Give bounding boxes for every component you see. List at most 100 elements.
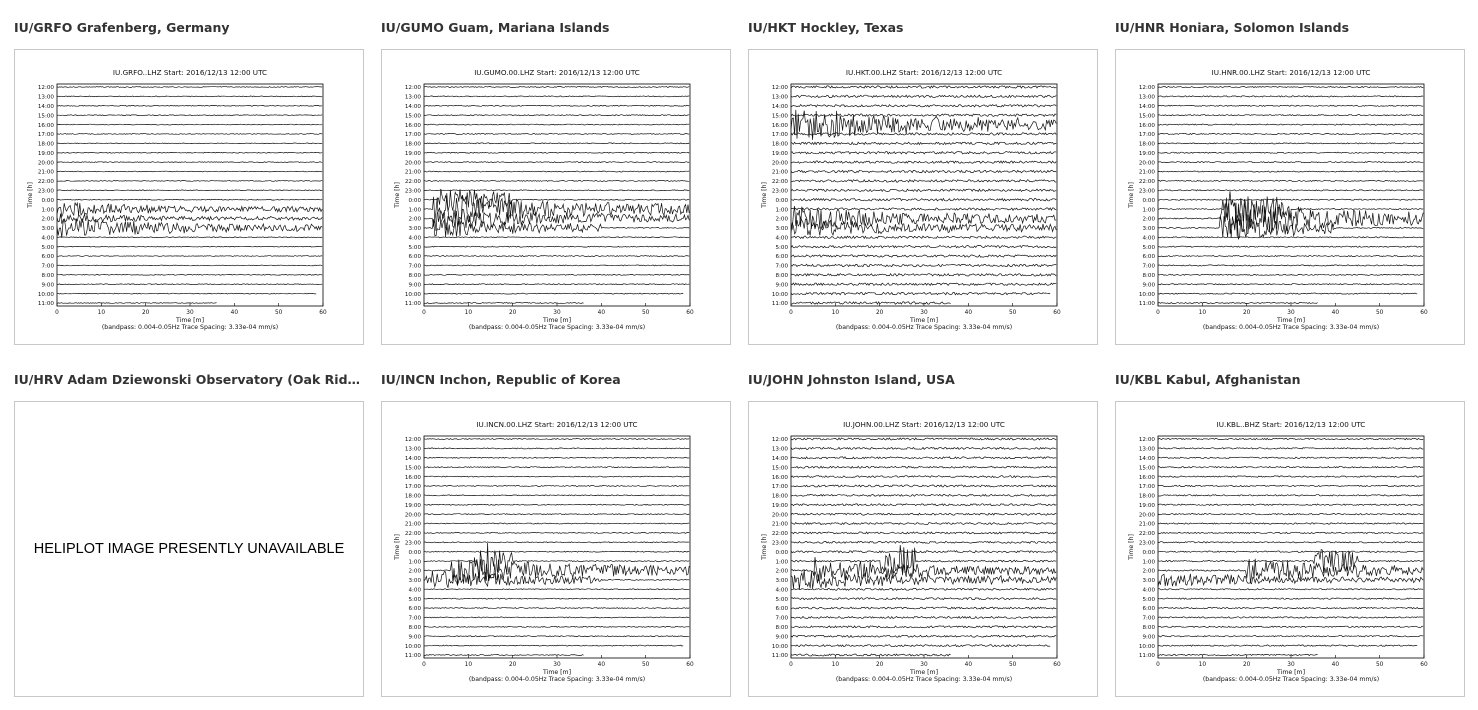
station-title[interactable]: IU/HRV Adam Dziewonski Observatory (Oak … [14, 372, 364, 387]
y-tick-label: 8:00 [408, 273, 421, 279]
y-tick-label: 12:00 [772, 85, 789, 91]
y-tick-label: 8:00 [408, 625, 421, 631]
y-tick-label: 19:00 [1139, 503, 1156, 509]
seismic-trace [423, 654, 584, 656]
y-tick-label: 16:00 [772, 123, 789, 129]
seismic-trace [1157, 245, 1424, 248]
seismic-trace [790, 569, 1057, 590]
y-tick-label: 8:00 [1142, 625, 1155, 631]
y-tick-label: 6:00 [408, 606, 421, 612]
seismic-trace [1157, 616, 1424, 619]
seismic-trace [424, 503, 690, 506]
y-tick-label: 8:00 [1142, 273, 1155, 279]
seismic-trace [790, 197, 1057, 202]
heliplot-image[interactable]: IU.HNR.00.LHZ Start: 2016/12/13 12:00 UT… [1115, 49, 1465, 345]
seismic-trace [423, 541, 690, 544]
y-tick-label: 17:00 [772, 484, 789, 490]
station-title[interactable]: IU/GRFO Grafenberg, Germany [14, 20, 230, 35]
y-tick-label: 17:00 [772, 132, 789, 138]
heliplot-image[interactable]: IU.GRFO..LHZ Start: 2016/12/13 12:00 UTC… [14, 49, 364, 345]
station-title[interactable]: IU/HNR Honiara, Solomon Islands [1115, 20, 1350, 35]
y-tick-label: 14:00 [405, 456, 422, 462]
y-tick-label: 10:00 [1139, 644, 1156, 650]
heliplot-image[interactable]: IU.HKT.00.LHZ Start: 2016/12/13 12:00 UT… [748, 49, 1098, 345]
station-title[interactable]: IU/GUMO Guam, Mariana Islands [381, 20, 610, 35]
station-title[interactable]: IU/HKT Hockley, Texas [748, 20, 904, 35]
y-tick-label: 22:00 [772, 531, 789, 537]
unavailable-message: HELIPLOT IMAGE PRESENTLY UNAVAILABLE [33, 541, 345, 557]
y-tick-label: 3:00 [1142, 226, 1155, 232]
y-tick-label: 18:00 [1139, 142, 1156, 148]
station-title[interactable]: IU/KBL Kabul, Afghanistan [1115, 372, 1301, 387]
y-tick-label: 23:00 [772, 189, 789, 195]
seismic-trace [790, 644, 1051, 648]
seismic-trace [1157, 503, 1424, 506]
station-card: IU/GRFO Grafenberg, Germany IU.GRFO..LHZ … [14, 18, 364, 345]
heliplot-image[interactable]: HELIPLOT IMAGE PRESENTLY UNAVAILABLE [14, 401, 364, 697]
seismic-trace [790, 615, 1057, 619]
seismic-trace [423, 570, 690, 589]
x-tick-label: 50 [275, 310, 283, 316]
seismic-trace [1157, 292, 1418, 295]
seismic-trace [423, 193, 690, 224]
y-tick-label: 21:00 [1139, 522, 1156, 528]
seismic-trace [1157, 606, 1424, 610]
seismic-trace [1157, 254, 1424, 258]
x-tick-label: 60 [686, 310, 694, 316]
y-tick-label: 21:00 [772, 170, 789, 176]
x-tick-label: 60 [319, 310, 327, 316]
y-tick-label: 18:00 [1139, 494, 1156, 500]
station-title[interactable]: IU/JOHN Johnston Island, USA [748, 372, 955, 387]
y-tick-label: 21:00 [1139, 170, 1156, 176]
y-tick-label: 5:00 [41, 245, 54, 251]
y-tick-label: 2:00 [408, 217, 421, 223]
seismic-trace [790, 437, 1057, 441]
heliplot-image[interactable]: IU.INCN.00.LHZ Start: 2016/12/13 12:00 U… [381, 401, 731, 697]
y-tick-label: 11:00 [405, 653, 422, 659]
seismic-trace [1157, 558, 1424, 584]
seismic-trace [1157, 456, 1424, 459]
seismic-trace [423, 635, 690, 638]
y-tick-label: 7:00 [408, 616, 421, 622]
x-axis-label: Time [m] [175, 317, 204, 324]
seismic-trace [1157, 437, 1424, 441]
seismic-trace [423, 447, 690, 450]
x-axis-label: Time [m] [1276, 317, 1305, 324]
x-tick-label: 0 [422, 310, 426, 316]
heliplot-svg: IU.JOHN.00.LHZ Start: 2016/12/13 12:00 U… [761, 420, 1061, 683]
y-tick-label: 20:00 [405, 512, 422, 518]
seismic-trace [56, 218, 323, 238]
y-tick-label: 4:00 [775, 235, 788, 241]
station-title[interactable]: IU/INCN Inchon, Republic of Korea [381, 372, 621, 387]
x-tick-label: 0 [1156, 662, 1160, 668]
seismic-trace [790, 557, 1057, 582]
y-tick-label: 9:00 [775, 282, 788, 288]
seismic-trace [1157, 625, 1424, 629]
seismic-trace [56, 213, 323, 224]
plot-footer: (bandpass: 0.004-0.05Hz Trace Spacing: 3… [836, 676, 1012, 683]
y-tick-label: 19:00 [772, 151, 789, 157]
x-tick-label: 10 [1199, 662, 1207, 668]
heliplot-image[interactable]: IU.GUMO.00.LHZ Start: 2016/12/13 12:00 U… [381, 49, 731, 345]
y-tick-label: 16:00 [1139, 475, 1156, 481]
x-tick-label: 40 [1332, 310, 1340, 316]
heliplot-image[interactable]: IU.JOHN.00.LHZ Start: 2016/12/13 12:00 U… [748, 401, 1098, 697]
heliplot-svg: IU.GRFO..LHZ Start: 2016/12/13 12:00 UTC… [27, 68, 327, 331]
y-tick-label: 7:00 [1142, 264, 1155, 270]
heliplot-svg: IU.KBL..BHZ Start: 2016/12/13 12:00 UTC 1… [1128, 420, 1428, 683]
y-tick-label: 7:00 [775, 616, 788, 622]
y-tick-label: 1:00 [41, 207, 54, 213]
heliplot-image[interactable]: IU.KBL..BHZ Start: 2016/12/13 12:00 UTC 1… [1115, 401, 1465, 697]
y-axis-label: Time [h] [394, 534, 401, 561]
x-tick-label: 0 [789, 662, 793, 668]
seismic-trace [790, 188, 1057, 193]
x-tick-label: 40 [965, 662, 973, 668]
seismic-trace [57, 151, 323, 154]
seismic-trace [790, 465, 1057, 469]
seismic-trace [423, 245, 690, 248]
seismic-trace [56, 201, 323, 218]
x-tick-label: 50 [1009, 662, 1017, 668]
y-tick-label: 6:00 [775, 606, 788, 612]
y-tick-label: 14:00 [1139, 104, 1156, 110]
y-tick-label: 21:00 [405, 170, 422, 176]
